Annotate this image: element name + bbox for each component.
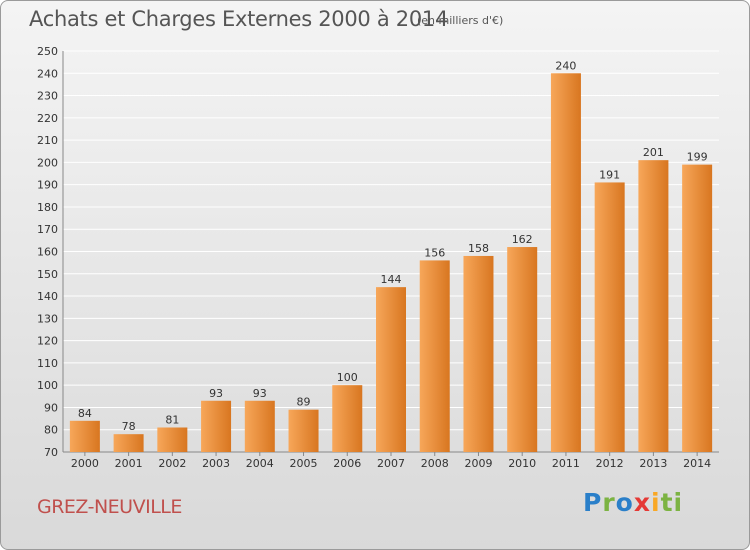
x-tick-labels: 2000 2001 2002 2003 2004 2005 2006 2007 2008 2009… [71, 457, 711, 470]
x-tick-label: 2014 [683, 457, 711, 470]
bar [69, 420, 100, 452]
x-tick-label: 2013 [639, 457, 667, 470]
x-tick-label: 2009 [464, 457, 492, 470]
x-tick-label: 2003 [202, 457, 230, 470]
y-tick-label: 200 [37, 156, 58, 169]
bars [69, 73, 713, 453]
data-label: 191 [599, 168, 620, 181]
x-tick-label: 2007 [377, 457, 405, 470]
bar [507, 247, 538, 452]
logo-letter: ti [660, 488, 684, 517]
data-label: 158 [468, 242, 489, 255]
logo-letter: r [602, 488, 616, 517]
data-labels: 84 78 81 93 93 89 100 144 156 158 162 240 191 201 199 [78, 59, 708, 433]
y-tick-label: 180 [37, 201, 58, 214]
y-tick-label: 140 [37, 290, 58, 303]
data-label: 89 [297, 396, 311, 409]
bar [157, 427, 188, 452]
bar [332, 385, 363, 452]
y-tick-label: 120 [37, 335, 58, 348]
y-tick-label: 150 [37, 268, 58, 281]
y-tick-label: 190 [37, 179, 58, 192]
bar [201, 400, 232, 452]
bar [463, 255, 494, 452]
x-tick-label: 2010 [508, 457, 536, 470]
bar [419, 260, 450, 452]
x-tick-label: 2012 [596, 457, 624, 470]
x-tick-label: 2005 [290, 457, 318, 470]
data-label: 240 [555, 59, 576, 72]
y-tick-label: 90 [44, 401, 58, 414]
data-label: 93 [209, 387, 223, 400]
y-tick-label: 220 [37, 112, 58, 125]
data-label: 93 [253, 387, 267, 400]
data-label: 81 [165, 413, 179, 426]
commune-name: GREZ-NEUVILLE [37, 496, 182, 518]
bar [288, 409, 319, 452]
data-label: 199 [687, 151, 708, 164]
chart-title: Achats et Charges Externes 2000 à 2014 [29, 7, 449, 31]
logo-letter: P [583, 488, 603, 517]
y-tick-label: 170 [37, 223, 58, 236]
y-tick-label: 80 [44, 424, 58, 437]
bar [244, 400, 275, 452]
y-tick-label: 240 [37, 67, 58, 80]
x-tick-label: 2011 [552, 457, 580, 470]
data-label: 84 [78, 407, 92, 420]
x-tick-label: 2001 [115, 457, 143, 470]
data-label: 162 [512, 233, 533, 246]
bar [682, 164, 713, 452]
y-tick-label: 110 [37, 357, 58, 370]
bar [638, 160, 669, 452]
bar [376, 287, 406, 452]
x-tick-label: 2008 [421, 457, 449, 470]
x-tick-label: 2004 [246, 457, 274, 470]
bar [550, 73, 581, 453]
y-tick-label: 250 [37, 45, 58, 58]
logo-letter: o [615, 488, 634, 517]
y-tick-label: 160 [37, 246, 58, 259]
data-label: 100 [337, 371, 358, 384]
data-label: 201 [643, 146, 664, 159]
y-tick-label: 210 [37, 134, 58, 147]
logo-letter: x [633, 488, 651, 517]
y-tick-label: 100 [37, 379, 58, 392]
data-label: 156 [424, 246, 445, 259]
data-label: 78 [122, 420, 136, 433]
x-tick-label: 2006 [333, 457, 361, 470]
logo-letter: i [651, 488, 661, 517]
y-tick-label: 230 [37, 90, 58, 103]
x-tick-label: 2000 [71, 457, 99, 470]
bar [113, 434, 144, 452]
bar [594, 182, 625, 452]
y-tick-label: 130 [37, 312, 58, 325]
chart-unit: (en milliers d'€) [417, 14, 504, 27]
x-tick-label: 2002 [158, 457, 186, 470]
proxiti-logo: Proxiti [583, 488, 683, 517]
y-tick-label: 70 [44, 446, 58, 459]
y-tick-labels: 70 80 90 100 110 120 130 140 150 160 170 180 190 200 2… [37, 45, 58, 459]
data-label: 144 [381, 273, 402, 286]
